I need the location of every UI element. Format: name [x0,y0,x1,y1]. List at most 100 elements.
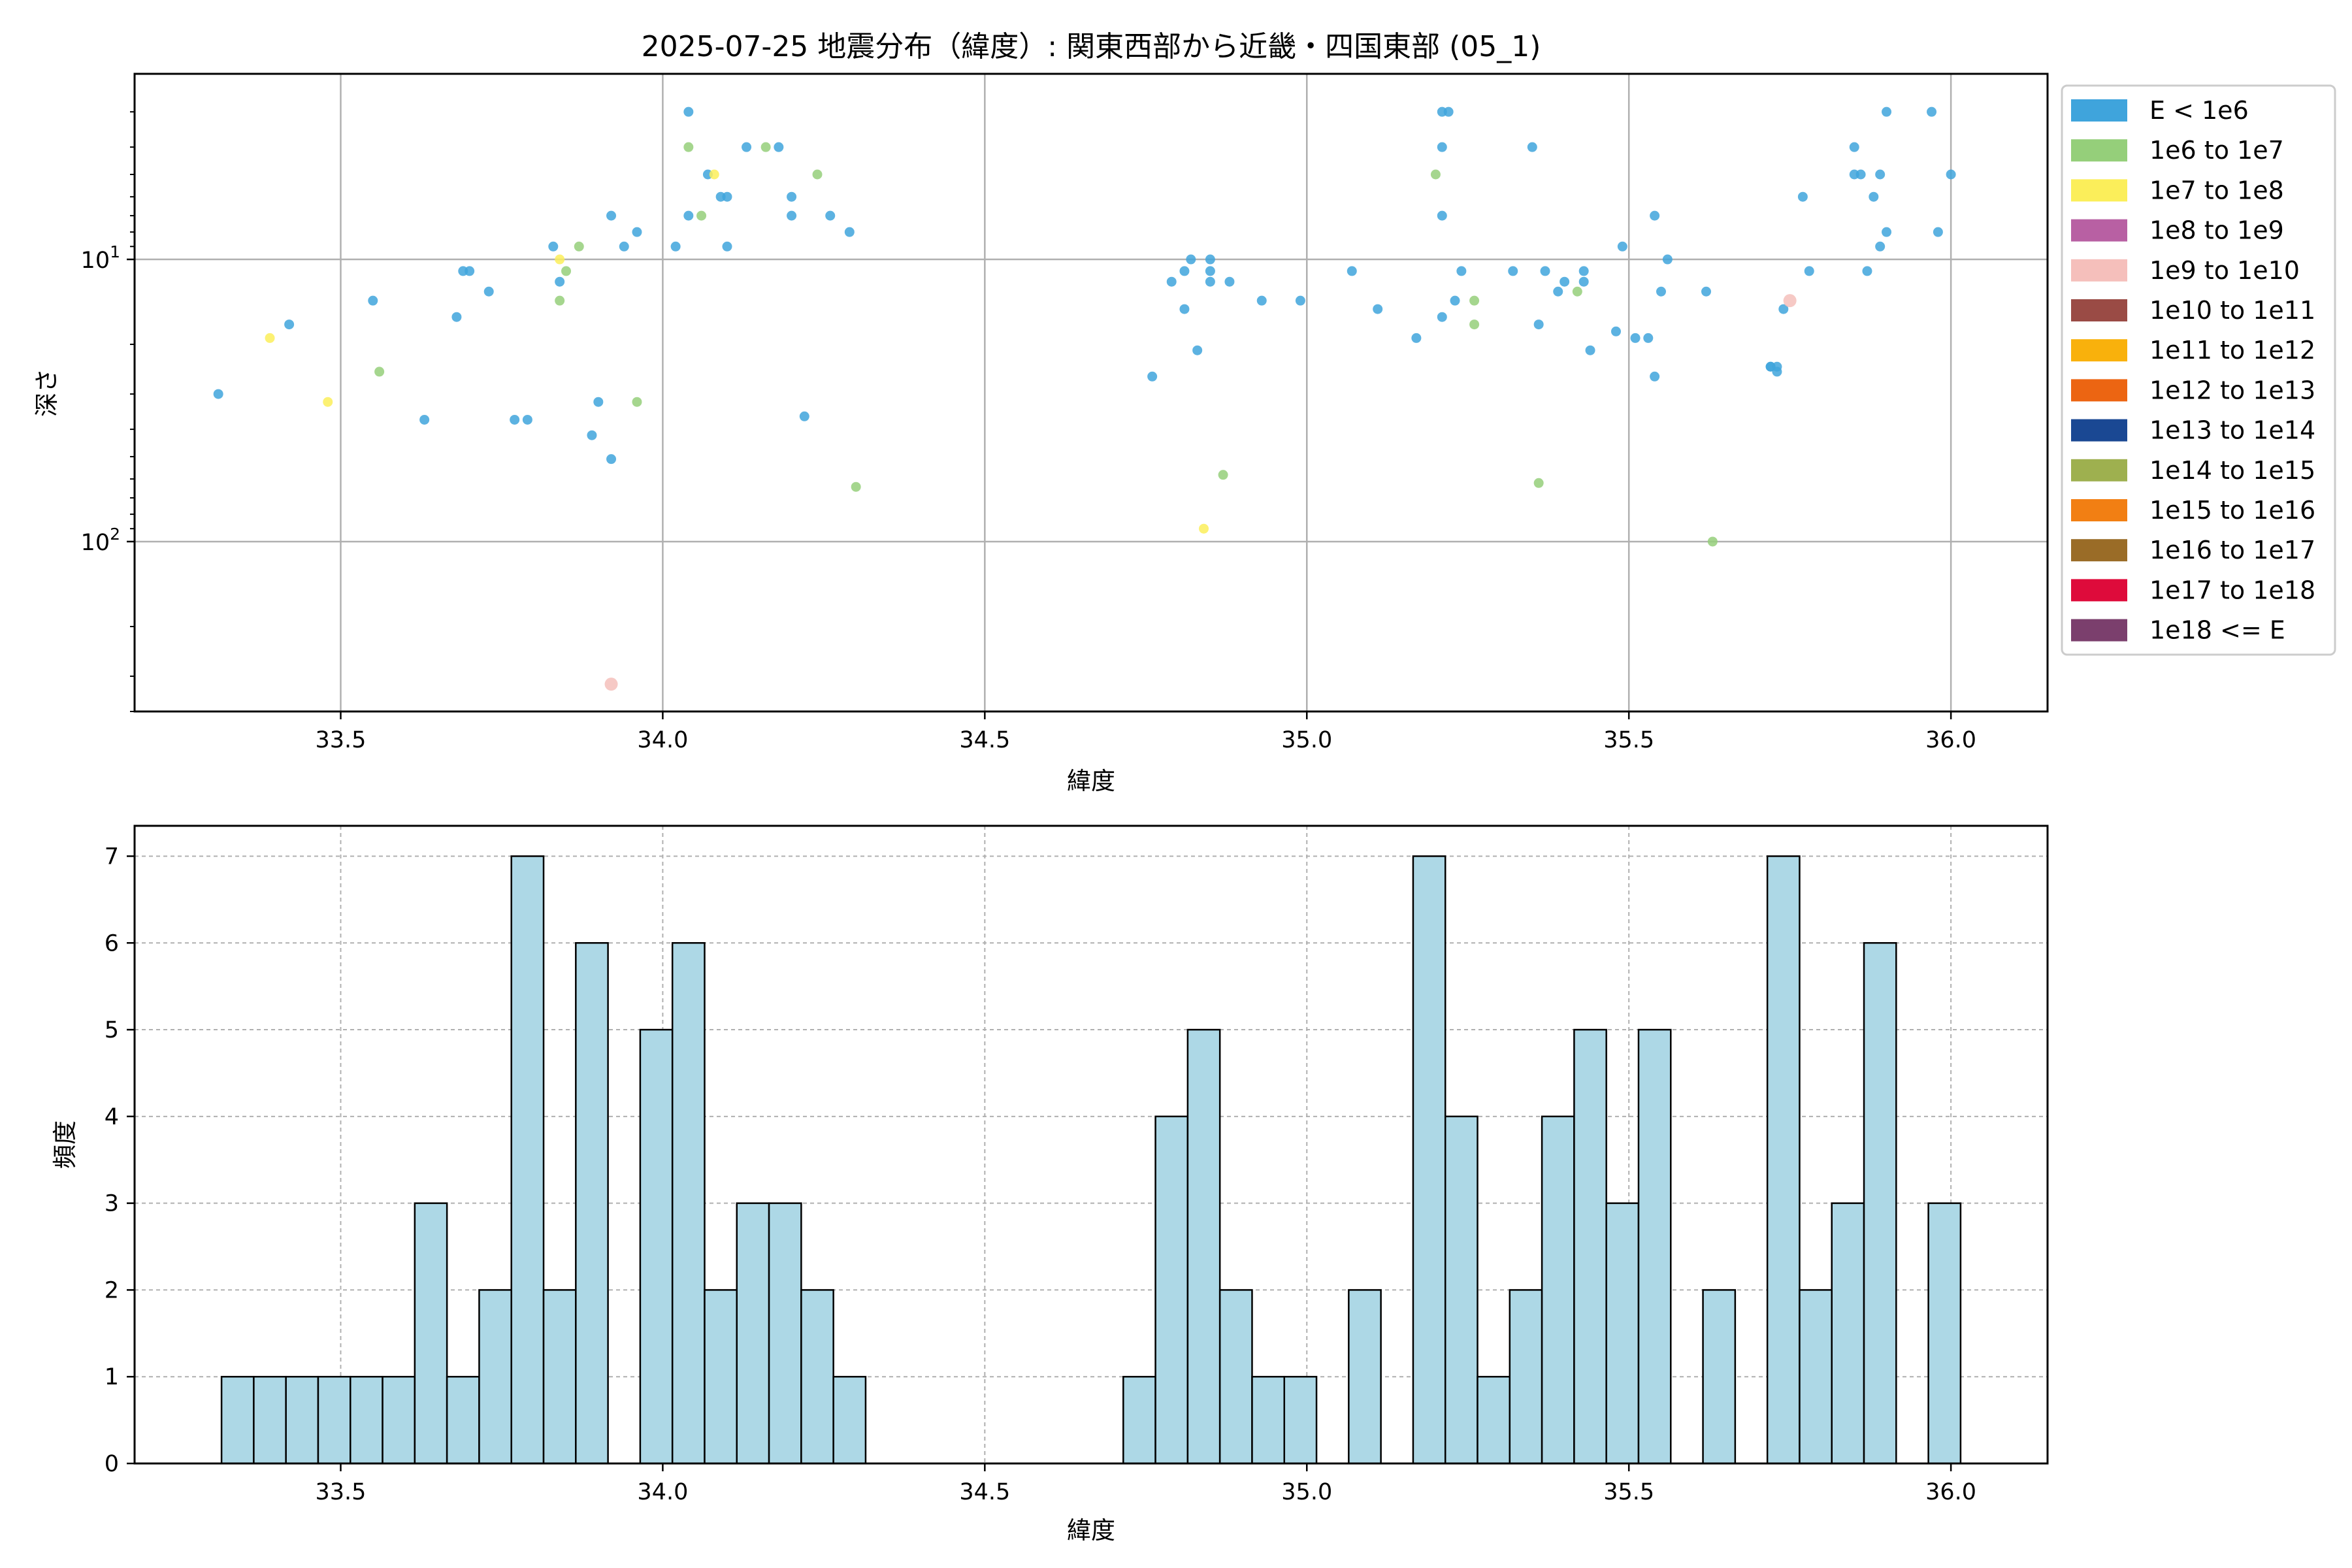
scatter-grid [135,74,2048,711]
scatter-point [787,191,797,202]
legend-label: 1e10 to 1e11 [2149,296,2315,325]
legend-swatch [2071,459,2127,482]
scatter-point [284,319,295,330]
histogram-bar [1509,1289,1543,1465]
scatter-point [1783,294,1797,308]
scatter-point [1630,333,1641,343]
scatter-point [1855,169,1866,180]
scatter-point [1166,276,1177,287]
scatter-point [760,142,771,152]
scatter-point [683,210,694,221]
scatter-point [1437,312,1447,322]
histogram-axes-frame [133,825,2049,1465]
scatter-point [683,106,694,117]
legend-label: 1e6 to 1e7 [2149,136,2284,165]
scatter-point [1295,295,1305,306]
scatter-point [774,142,784,152]
histogram-x-tick-label: 35.5 [1603,1479,1654,1505]
scatter-point [844,227,855,237]
histogram-panel: 33.5 34.0 34.5 35.0 35.5 36.0 0 1 2 3 4 5 6 7 緯度 頻度 [51,825,2049,1544]
histogram-bar [542,1289,577,1465]
scatter-point [522,414,532,425]
scatter-point [451,312,462,322]
scatter-point [1456,266,1467,276]
scatter-point [419,414,430,425]
scatter-point [1508,266,1518,276]
scatter-y-label: 深さ [33,368,61,417]
scatter-point [1256,295,1267,306]
histogram-bar [510,855,545,1465]
histogram-bar [1702,1289,1737,1465]
scatter-point [1430,169,1441,180]
scatter-point [1882,227,1892,237]
scatter-point [1179,266,1190,276]
legend-label: 1e18 <= E [2149,616,2285,645]
scatter-x-tick-label: 33.5 [316,727,367,753]
legend-label: 1e17 to 1e18 [2149,576,2315,604]
legend-swatch [2071,259,2127,282]
scatter-point [1192,345,1203,355]
histogram-bar [1927,1202,1962,1465]
legend-label: 1e16 to 1e17 [2149,536,2315,564]
scatter-x-ticks: 33.5 34.0 34.5 35.0 35.5 36.0 [316,711,1976,753]
histogram-y-tick-label: 6 [105,930,119,956]
scatter-point [1650,210,1660,221]
legend-swatch [2071,419,2127,442]
scatter-point [1610,326,1621,336]
histogram-x-tick-label: 36.0 [1925,1479,1976,1505]
scatter-point [510,414,520,425]
histogram-x-tick-label: 35.0 [1281,1479,1332,1505]
scatter-point [1224,276,1235,287]
scatter-point [265,333,275,343]
legend-swatch [2071,379,2127,402]
scatter-y-tick-label: 102 [81,525,120,556]
histogram-bar [1444,1115,1478,1465]
histogram-bar [1477,1375,1511,1465]
histogram-y-tick-label: 5 [105,1017,119,1043]
legend-label: 1e15 to 1e16 [2149,496,2315,525]
scatter-point [1578,266,1589,276]
histogram-bar [414,1202,448,1465]
scatter-point [1437,210,1447,221]
histogram-bar [1637,1028,1672,1465]
scatter-point [1572,286,1582,297]
histogram-y-label: 頻度 [51,1120,79,1169]
scatter-point [1778,304,1789,314]
histogram-bar [1218,1289,1253,1465]
histogram-bar [1122,1375,1156,1465]
histogram-bar [1348,1289,1382,1465]
scatter-point [1199,523,1209,534]
legend-swatch [2071,219,2127,242]
histogram-bar [736,1202,770,1465]
histogram-bar [1541,1115,1575,1465]
scatter-point [483,286,494,297]
histogram-x-label: 緯度 [1067,1516,1115,1544]
histogram-x-tick-label: 33.5 [316,1479,367,1505]
histogram-y-tick-label: 0 [105,1451,119,1477]
histogram-bar [253,1375,287,1465]
scatter-point [604,678,618,691]
histogram-x-ticks: 33.5 34.0 34.5 35.0 35.5 36.0 [316,1463,1976,1505]
scatter-point [1650,371,1660,382]
scatter-point [555,295,565,306]
scatter-point [1373,304,1383,314]
scatter-point [368,295,378,306]
scatter-axes-frame [133,73,2049,713]
legend-swatch [2071,139,2127,162]
scatter-point [1933,227,1943,237]
histogram-y-tick-label: 2 [105,1277,119,1303]
scatter-point [1643,333,1654,343]
scatter-point [787,210,797,221]
legend-swatch [2071,339,2127,362]
legend-label: 1e13 to 1e14 [2149,416,2315,445]
scatter-points [213,106,1956,691]
histogram-bar [446,1375,480,1465]
scatter-point [1443,106,1454,117]
histogram-bars [220,855,1962,1465]
scatter-point [606,454,617,465]
scatter-point [619,241,629,252]
scatter-point [1797,191,1808,202]
scatter-point [1656,286,1666,297]
legend-swatch [2071,179,2127,202]
scatter-point [1875,241,1886,252]
